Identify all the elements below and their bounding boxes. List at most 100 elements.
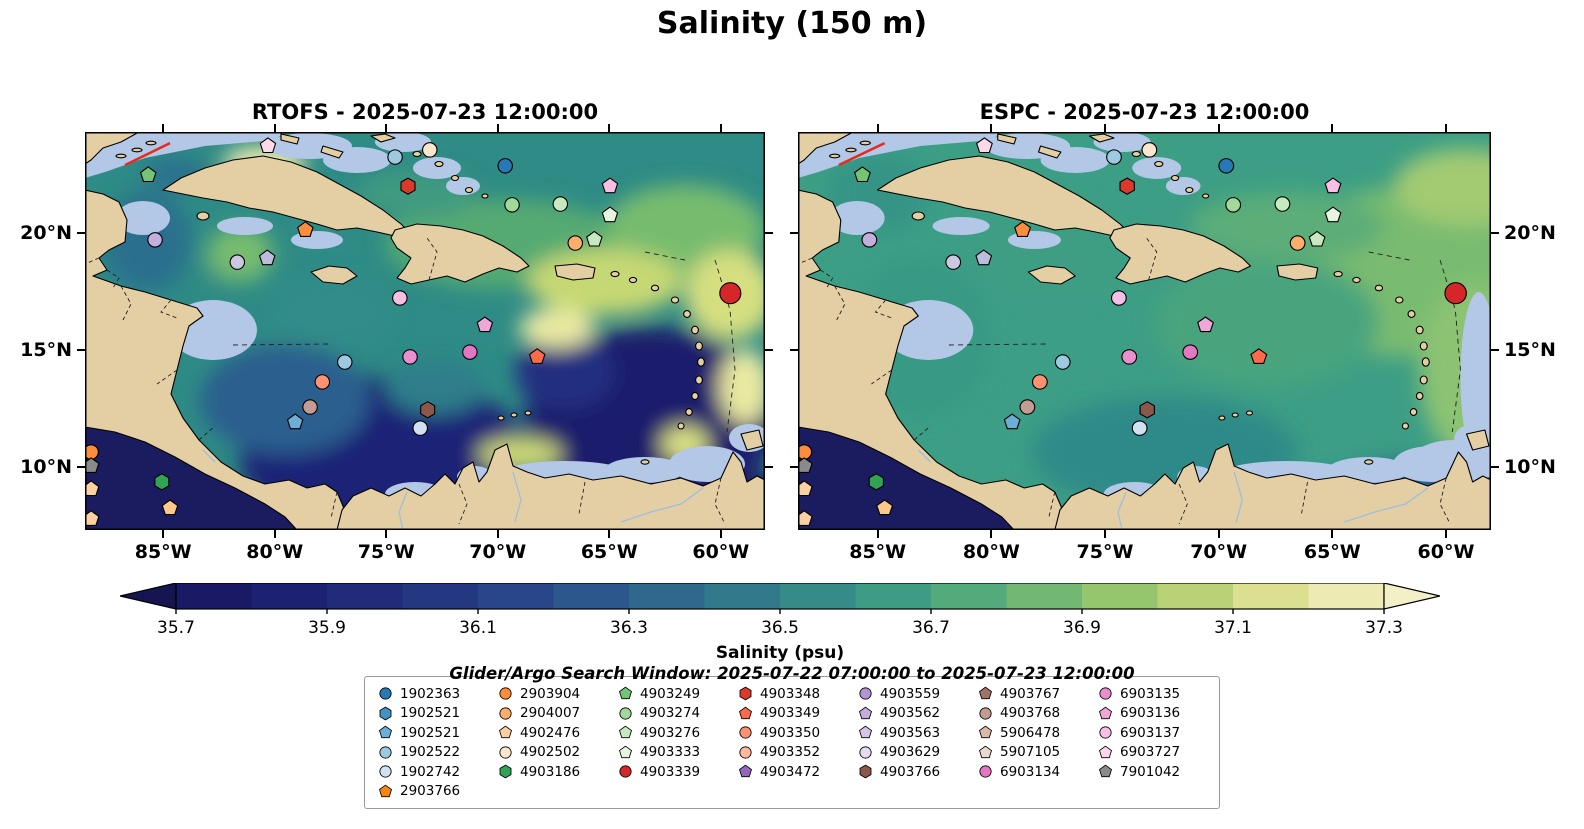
legend-entry-4903766: 4903766 <box>858 762 966 782</box>
circle-marker-icon <box>379 746 392 759</box>
lon-tick-mark <box>496 124 499 132</box>
circle-marker-icon <box>462 344 478 360</box>
legend-column: 4903348 4903349 4903350 4903352 4903472 <box>738 684 846 801</box>
lon-tick-mark <box>608 124 611 132</box>
glider-track-line <box>838 142 886 167</box>
colorbar-extend-low-arrow <box>120 583 177 610</box>
hexagon-marker-icon <box>499 764 512 779</box>
pentagon-marker-icon <box>619 686 632 700</box>
circle-marker-icon <box>1099 687 1112 700</box>
pentagon-marker-icon <box>259 137 277 154</box>
lat-tick-mark <box>77 466 85 469</box>
circle-marker-icon <box>945 254 962 270</box>
circle-marker-icon <box>499 746 512 759</box>
legend-entry-label: 6903134 <box>1000 763 1061 780</box>
circle-marker-icon <box>147 232 163 248</box>
legend-entry-label: 4903249 <box>640 685 701 702</box>
lon-tick-mark <box>1217 530 1220 538</box>
hexagon-marker-icon <box>859 764 872 779</box>
pentagon-marker-icon <box>161 499 179 516</box>
legend-entry-4903562: 4903562 <box>858 704 966 724</box>
legend-entry-label: 1902742 <box>400 763 461 780</box>
legend-entry-4903276: 4903276 <box>618 723 726 743</box>
circle-marker-icon <box>739 726 752 739</box>
lon-tick-mark <box>385 530 388 538</box>
legend-entry-6903727: 6903727 <box>1098 743 1206 763</box>
circle-marker-icon <box>314 374 331 390</box>
pentagon-marker-icon <box>85 510 100 526</box>
circle-marker-icon <box>497 158 513 174</box>
platform-markers <box>85 137 742 526</box>
pentagon-marker-icon <box>859 725 872 739</box>
lat-tick-label: 15°N <box>20 339 72 362</box>
circle-marker-icon <box>499 707 512 720</box>
legend-column: 1902363 1902521 1902521 1902522 1902742 29037… <box>378 684 486 801</box>
lon-tick-label: 70°W <box>1190 541 1248 563</box>
espc-panel-title: ESPC - 2025-07-23 12:00:00 <box>979 100 1310 124</box>
map-frame <box>798 132 1491 530</box>
pentagon-marker-icon <box>499 725 512 739</box>
legend-entry-label: 4903559 <box>880 685 941 702</box>
hexagon-marker-icon <box>400 177 416 195</box>
pentagon-marker-icon <box>979 745 992 758</box>
circle-marker-icon <box>1218 158 1235 174</box>
legend-entry-4903768: 4903768 <box>978 704 1086 724</box>
legend-entry-label: 4903350 <box>760 724 821 741</box>
lon-tick-label: 75°W <box>357 541 415 563</box>
figure-title: Salinity (150 m) <box>656 6 928 41</box>
legend-entry-4903333: 4903333 <box>618 743 726 763</box>
lat-tick-label: 20°N <box>20 222 72 245</box>
legend-entry-1902521: 1902521 <box>378 723 486 743</box>
legend-entry-4903186: 4903186 <box>498 762 606 782</box>
pentagon-marker-icon <box>1324 206 1342 223</box>
legend-entry-4903352: 4903352 <box>738 743 846 763</box>
legend-column: 2903904 2904007 4902476 4902502 4903186 <box>498 684 606 801</box>
pentagon-marker-icon <box>1250 348 1268 364</box>
pentagon-marker-icon <box>379 784 392 797</box>
legend-entry-4903350: 4903350 <box>738 723 846 743</box>
pentagon-marker-icon <box>1014 221 1032 237</box>
platform-markers <box>798 137 1467 526</box>
legend-entry-label: 5907105 <box>1000 744 1061 761</box>
hexagon-marker-icon <box>420 401 436 419</box>
circle-marker-icon <box>229 254 246 270</box>
legend-entry-label: 4903766 <box>880 763 941 780</box>
pentagon-marker-icon <box>1197 316 1214 333</box>
circle-marker-icon <box>1110 290 1127 306</box>
legend-entry-2903904: 2903904 <box>498 684 606 704</box>
lon-tick-mark <box>1103 124 1106 132</box>
colorbar-tick-labels: 35.7 35.9 36.1 36.3 36.5 36.7 36.9 37.1 37.3 <box>120 618 1440 640</box>
legend-entry-label: 4903349 <box>760 705 821 722</box>
pentagon-marker-icon <box>619 725 632 739</box>
pentagon-marker-icon <box>859 725 872 739</box>
pentagon-marker-icon <box>476 316 494 333</box>
pentagon-marker-icon <box>1099 745 1112 758</box>
glider-track-line <box>124 142 171 167</box>
circle-marker-icon <box>379 687 392 700</box>
circle-marker-icon <box>1031 374 1048 390</box>
circle-marker-icon <box>739 746 752 759</box>
legend-entry-label: 4903339 <box>640 763 701 780</box>
colorbar-tick-label: 37.3 <box>1365 618 1403 638</box>
circle-marker-icon <box>859 687 872 700</box>
pentagon-marker-icon <box>1324 177 1342 194</box>
legend-entry-label: 1902521 <box>400 705 461 722</box>
legend-entry-2904007: 2904007 <box>498 704 606 724</box>
legend-entry-6903135: 6903135 <box>1098 684 1206 704</box>
circle-marker-icon <box>739 726 752 739</box>
circle-marker-icon <box>387 149 403 165</box>
hexagon-marker-icon <box>499 764 512 779</box>
legend-entry-label: 1902363 <box>400 685 461 702</box>
legend-entry-4903563: 4903563 <box>858 723 966 743</box>
lon-tick-mark <box>1103 530 1106 538</box>
map-frame <box>85 132 765 530</box>
pentagon-marker-icon <box>739 706 752 719</box>
lon-tick-label: 80°W <box>962 541 1020 563</box>
search-window-caption: Glider/Argo Search Window: 2025-07-22 07… <box>449 664 1135 683</box>
espc-map <box>798 132 1491 530</box>
legend-entry-1902522: 1902522 <box>378 743 486 763</box>
legend-entry-label: 6903136 <box>1120 705 1181 722</box>
lat-tick-mark <box>790 466 798 469</box>
legend-entry-label: 4903333 <box>640 744 701 761</box>
circle-marker-icon <box>499 746 512 759</box>
